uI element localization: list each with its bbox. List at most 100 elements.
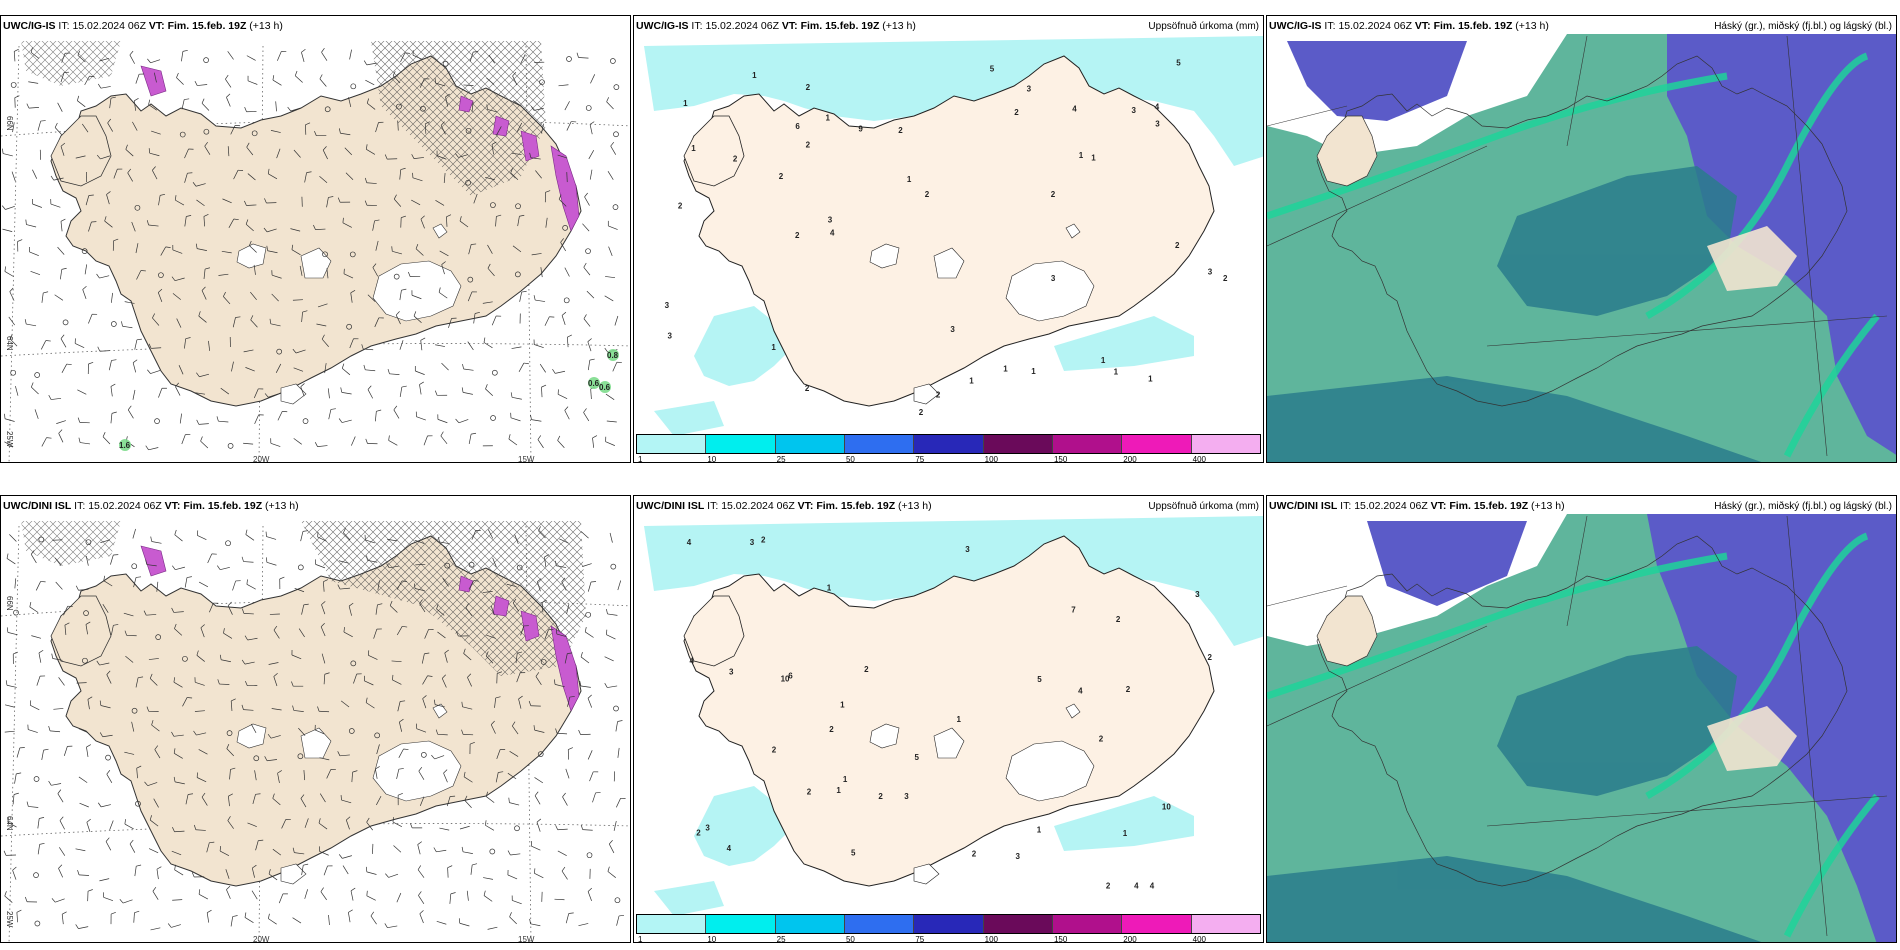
valid-time: Fim. 15.feb. 19Z [800,20,880,32]
wind-barb [415,370,425,375]
wind-barb-flag [174,623,177,629]
wind-barb-flag [461,729,464,735]
wind-barb [486,77,495,85]
wind-barb-flag [124,819,126,825]
panel-variable-title: Háský (gr.), miðský (fj.bl.) og lágský (… [1714,501,1892,512]
wind-barb [171,850,182,856]
wind-barb [557,828,568,831]
wind-barb [436,155,447,160]
wind-barb-flag [223,291,226,297]
wind-barb-flag [146,706,149,712]
wind-barb [566,604,570,614]
wind-barb [28,729,38,733]
wind-barb-flag [321,601,326,605]
wind-barb-flag [342,217,344,223]
calm-circle [85,539,92,546]
wind-barb [320,626,326,637]
wind-barb-flag [127,405,132,410]
wind-barb [176,318,182,328]
wind-barb-flag [303,603,309,606]
wind-barb [486,634,496,639]
precip-dot [607,349,619,361]
colorbar-label: 75 [915,455,925,463]
wind-barb [442,578,449,587]
wind-barb [418,895,425,905]
precip-value: 10 [1162,803,1171,812]
wind-barb-flag [401,385,407,388]
wind-barb [26,323,37,327]
wind-barb [132,362,137,373]
wind-barb [181,51,184,62]
calm-circle [225,540,231,547]
wind-barb-flag [171,731,175,737]
wind-barb-flag [322,146,327,151]
it-label: IT: [1324,20,1336,32]
wind-barb [366,871,377,875]
wind-barb-flag [103,575,106,581]
wind-barb [396,626,403,636]
wind-barb [295,75,303,83]
calm-circle [203,57,209,63]
wind-barb [270,442,281,447]
wind-barb [30,270,41,276]
wind-barb-flag [201,98,205,104]
wind-barb-flag [171,607,175,613]
wind-barb [299,265,303,276]
wind-barb [13,51,16,62]
wind-barb-flag [268,869,271,875]
wind-barb [615,721,618,732]
wind-barb-flag [175,382,180,387]
wind-barb [250,723,257,734]
wind-barb [483,877,494,880]
precip-value: 2 [806,141,811,150]
wind-barb [54,127,63,136]
wind-barb-flag [507,850,511,856]
wind-barb-flag [196,372,200,377]
wind-barb-flag [198,889,201,895]
wind-barb [436,849,447,853]
wind-barb [79,802,89,808]
wind-barb-flag [60,218,66,222]
wind-barb-flag [135,576,142,578]
wind-barb [8,316,15,326]
wind-barb [147,782,158,787]
glacier [280,383,307,405]
wind-barb [243,612,254,615]
wind-barb-flag [410,823,413,828]
wind-barb [15,385,19,396]
precip-value: 4 [1150,881,1155,890]
wind-barb [344,147,353,156]
wind-barb-flag [461,846,464,852]
wind-barb [85,624,88,635]
wind-barb [16,747,21,758]
precip-mark: 0.6 [588,379,600,388]
wind-barb [41,437,47,447]
wind-barb-flag [495,696,501,699]
wind-barb [321,52,328,61]
wind-barb-flag [64,622,70,626]
wind-barb [486,796,495,803]
wind-barb [244,917,254,923]
wind-barb [106,774,113,783]
wind-barb [340,132,351,136]
wind-barb-flag [173,776,176,782]
calm-circle [10,82,17,88]
wind-barb [592,437,595,448]
calm-circle [34,372,41,378]
wind-barb-flag [580,652,583,658]
wind-barb-flag [413,311,417,317]
wind-barb-flag [12,866,17,871]
wind-barb-flag [583,314,587,319]
precip-value: 2 [1116,615,1121,624]
wind-barb-flag [496,214,502,217]
wind-barb [518,362,525,372]
wind-barb-flag [361,344,364,350]
wind-barb-flag [589,121,595,125]
wind-barb-flag [592,435,598,439]
wind-barb [443,173,446,184]
precip-value: 2 [696,829,701,838]
wind-barb [250,319,258,328]
precip-value: 2 [925,190,930,199]
wind-barb-flag [350,290,356,294]
wind-barb-flag [291,681,294,687]
